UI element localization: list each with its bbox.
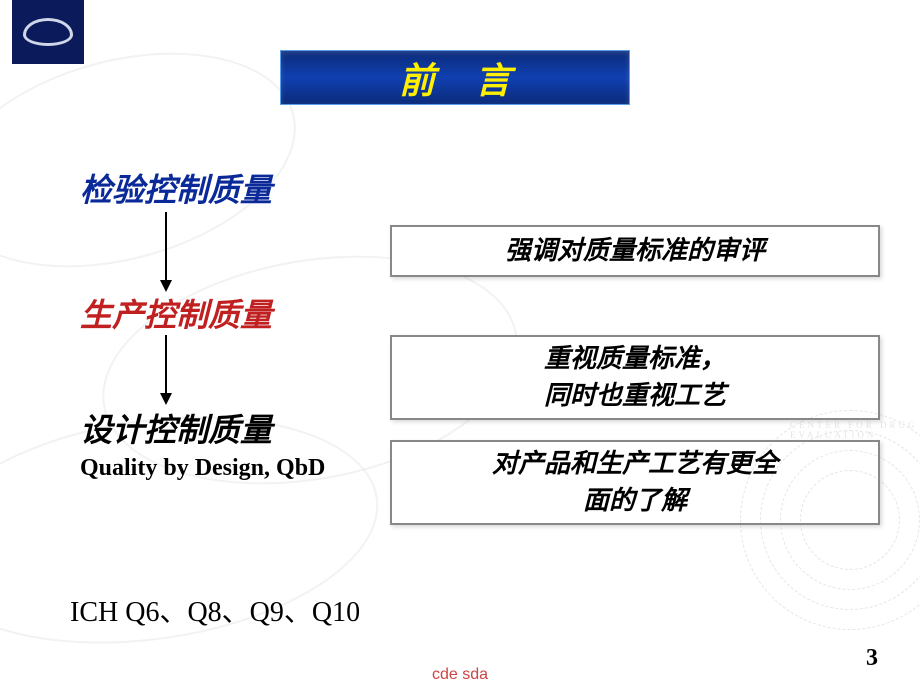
arrow-head-icon [160,393,172,405]
label-design: 设计控制质量 [80,405,272,451]
desc-text-1: 强调对质量标准的审评 [505,233,765,269]
logo-eye-icon [23,18,73,46]
arrow-line [165,335,167,395]
desc-box-2: 重视质量标准， 同时也重视工艺 [390,335,880,420]
bottom-reference: ICH Q6、Q8、Q9、Q10 [70,590,360,630]
label-inspection: 检验控制质量 [80,165,272,211]
title-box: 前言 [280,50,630,105]
watermark-stamp: CENTER FOR DRUG EVALUATION [740,410,920,630]
arrow-line [165,212,167,282]
watermark-text: CENTER FOR DRUG EVALUATION [790,420,920,440]
page-number: 3 [866,645,878,672]
desc-text-2: 重视质量标准， 同时也重视工艺 [544,341,726,414]
desc-box-1: 强调对质量标准的审评 [390,225,880,277]
footer-text: cde sda [432,666,488,684]
label-production: 生产控制质量 [80,290,272,336]
label-design-sub: Quality by Design, QbD [80,455,325,482]
slide-title: 前言 [359,52,551,104]
desc-text-3: 对产品和生产工艺有更全 面的了解 [492,446,778,519]
logo-box [12,0,84,64]
